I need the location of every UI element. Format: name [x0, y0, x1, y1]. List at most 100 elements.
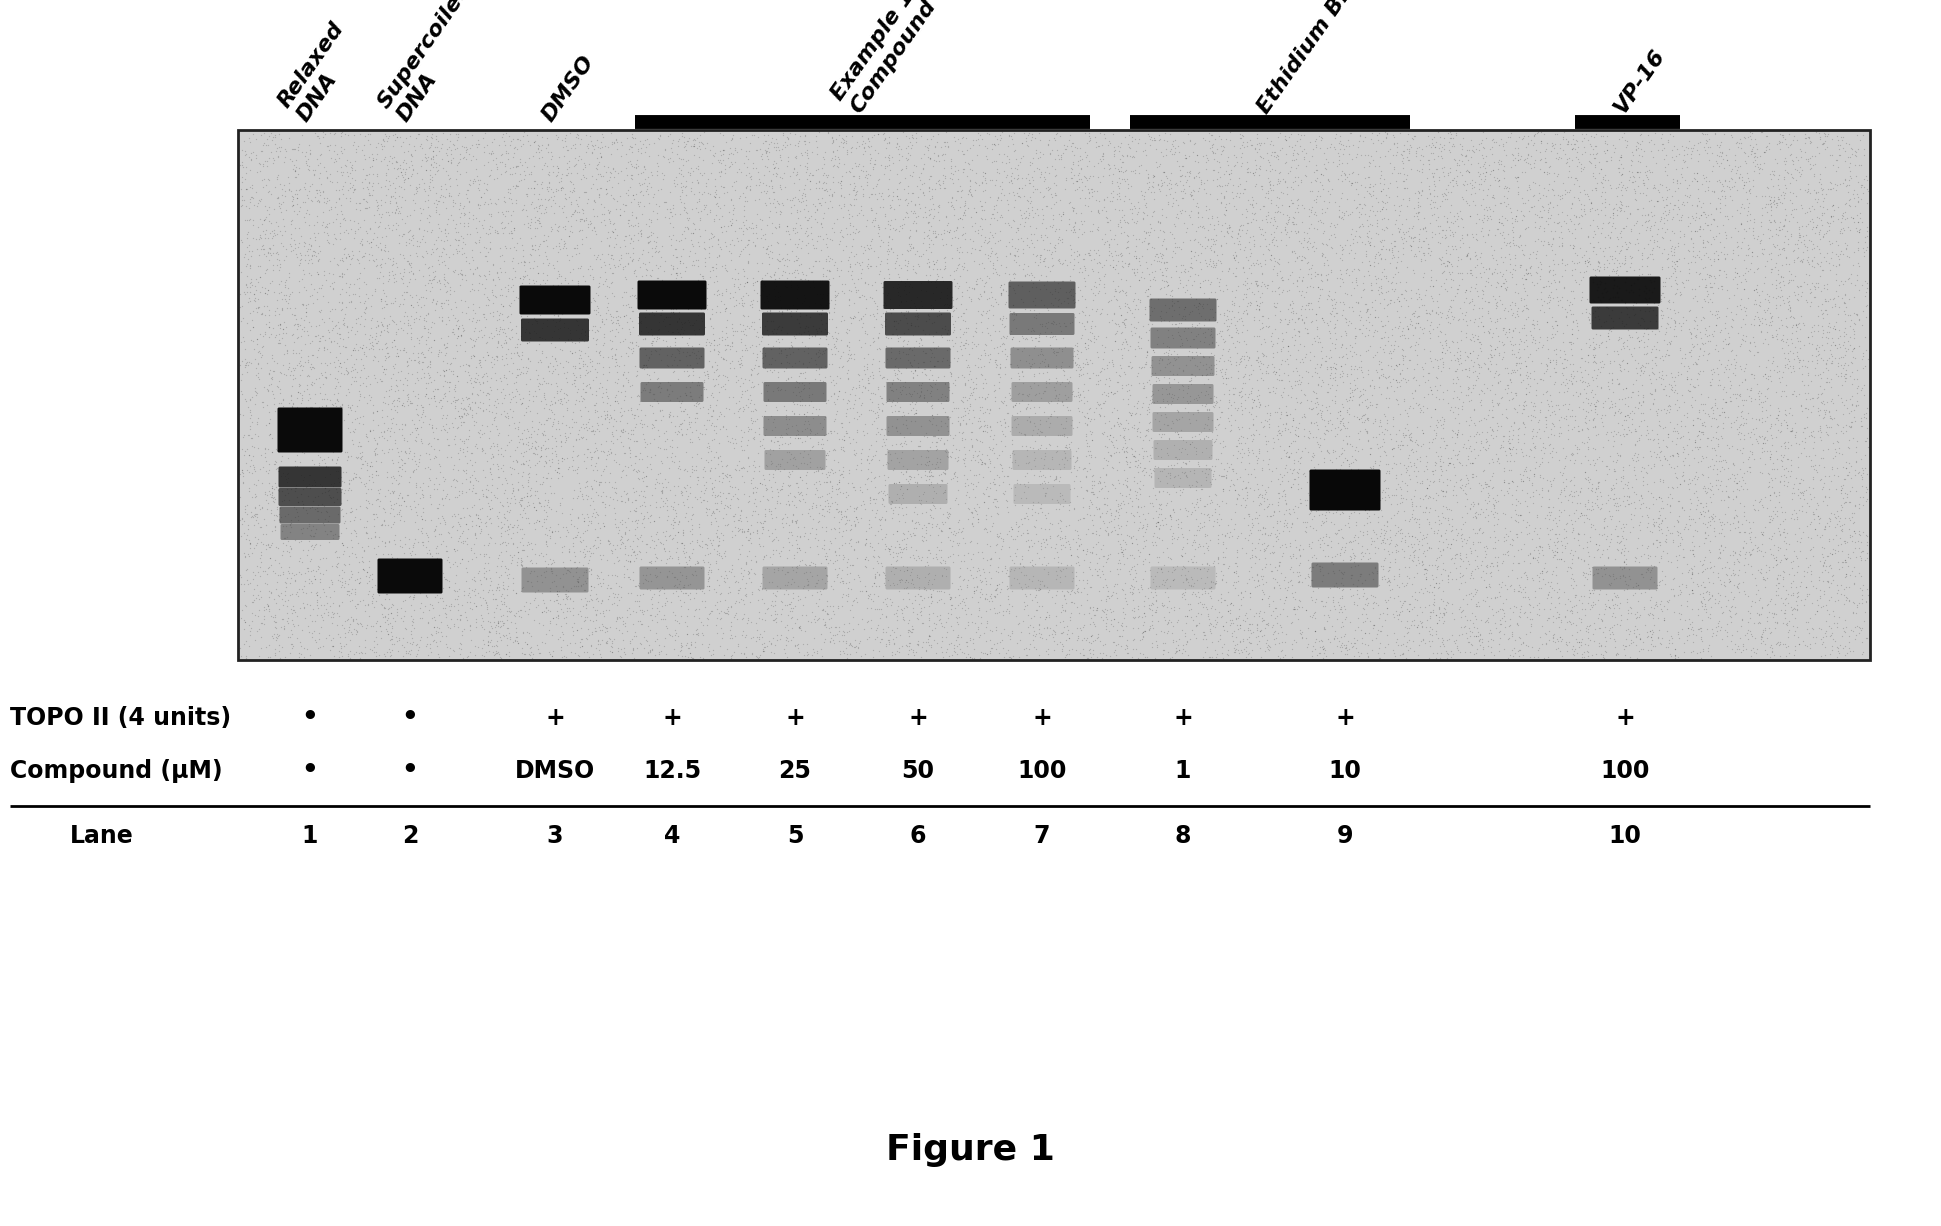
- Point: [641, 547, 672, 566]
- Point: [1207, 570, 1238, 590]
- Point: [545, 178, 576, 197]
- Point: [1167, 175, 1198, 195]
- Point: [489, 479, 520, 499]
- Point: [344, 444, 375, 463]
- Point: [481, 434, 512, 454]
- Point: [1617, 477, 1648, 497]
- Point: [1192, 170, 1223, 190]
- Point: [687, 286, 718, 305]
- Point: [1159, 237, 1190, 256]
- Point: [1234, 443, 1266, 462]
- Point: [1221, 281, 1252, 300]
- Point: [1330, 164, 1361, 184]
- Point: [1339, 319, 1370, 338]
- Point: [930, 253, 961, 272]
- Point: [1452, 611, 1483, 630]
- Point: [703, 471, 734, 490]
- Point: [1454, 264, 1485, 283]
- Point: [1817, 289, 1848, 309]
- Point: [1759, 595, 1790, 614]
- Point: [918, 150, 949, 169]
- Point: [1807, 548, 1838, 568]
- Point: [596, 320, 627, 340]
- Point: [1306, 200, 1337, 219]
- Point: [776, 536, 807, 555]
- Point: [1681, 172, 1712, 191]
- Point: [311, 356, 342, 375]
- Point: [408, 485, 439, 505]
- Point: [1830, 587, 1861, 607]
- Point: [978, 472, 1009, 492]
- Point: [912, 428, 943, 447]
- Point: [349, 618, 380, 638]
- Point: [1753, 430, 1784, 450]
- Point: [852, 238, 883, 257]
- Point: [1599, 595, 1630, 614]
- Point: [260, 644, 291, 663]
- Point: [382, 488, 413, 508]
- Point: [623, 250, 654, 270]
- Point: [580, 249, 611, 268]
- Point: [1469, 612, 1500, 631]
- Point: [281, 167, 313, 186]
- Point: [1349, 623, 1380, 642]
- Point: [1153, 395, 1184, 414]
- Point: [526, 141, 557, 161]
- Point: [1460, 506, 1491, 526]
- Point: [1343, 319, 1374, 338]
- Point: [266, 446, 297, 466]
- Point: [611, 531, 642, 550]
- Point: [1167, 557, 1198, 576]
- Point: [264, 304, 295, 324]
- Point: [1223, 223, 1254, 243]
- Point: [1489, 640, 1520, 660]
- Point: [557, 435, 588, 455]
- Point: [1326, 568, 1357, 587]
- Point: [1557, 645, 1588, 664]
- Point: [460, 303, 491, 322]
- Point: [1124, 454, 1155, 473]
- Point: [689, 379, 720, 398]
- Point: [633, 416, 664, 435]
- Point: [990, 237, 1021, 256]
- Point: [377, 452, 408, 472]
- Point: [367, 356, 398, 375]
- Point: [1355, 483, 1386, 503]
- Point: [1506, 240, 1537, 260]
- Point: [1436, 262, 1467, 282]
- Point: [1702, 398, 1733, 418]
- Point: [1572, 130, 1603, 150]
- Point: [887, 436, 918, 456]
- Point: [1850, 286, 1881, 305]
- Point: [1273, 227, 1304, 246]
- Point: [1264, 278, 1295, 298]
- Point: [1471, 432, 1502, 451]
- Point: [289, 233, 320, 253]
- Point: [833, 340, 864, 359]
- Point: [1514, 154, 1545, 174]
- Point: [433, 435, 464, 455]
- Point: [697, 515, 728, 535]
- Point: [1056, 286, 1087, 305]
- Point: [1607, 289, 1638, 309]
- Point: [1423, 538, 1454, 558]
- Point: [371, 584, 402, 603]
- Point: [1225, 221, 1256, 240]
- Point: [914, 257, 945, 277]
- Point: [507, 455, 538, 474]
- Point: [629, 173, 660, 192]
- Point: [1508, 412, 1539, 432]
- Point: [910, 365, 941, 385]
- Point: [1611, 514, 1642, 533]
- Point: [794, 452, 825, 472]
- Point: [1762, 554, 1793, 574]
- Point: [1432, 235, 1464, 255]
- Point: [584, 267, 615, 287]
- Point: [394, 157, 425, 177]
- Point: [357, 177, 388, 196]
- Point: [1017, 493, 1048, 512]
- Point: [959, 251, 990, 271]
- Point: [406, 579, 437, 598]
- Point: [303, 557, 334, 576]
- Point: [761, 164, 792, 184]
